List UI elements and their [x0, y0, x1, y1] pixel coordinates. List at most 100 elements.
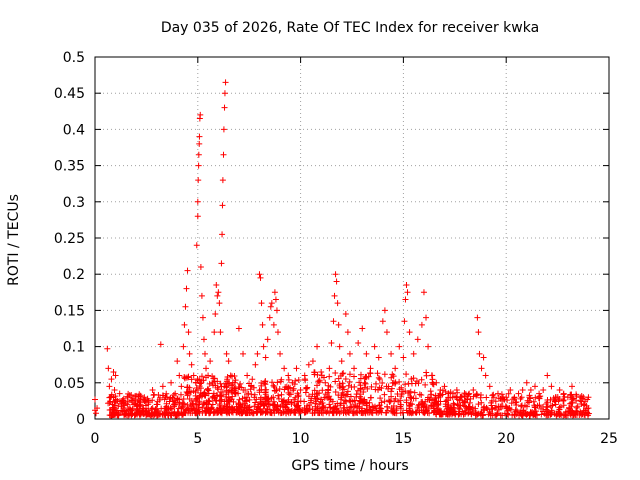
data-point: [381, 391, 388, 398]
data-point: [501, 410, 508, 417]
data-point: [437, 387, 444, 394]
data-point: [478, 365, 485, 372]
data-point: [318, 368, 325, 375]
data-point: [407, 388, 414, 395]
data-point: [371, 343, 378, 350]
data-point: [206, 380, 213, 387]
data-point: [511, 394, 518, 401]
data-point: [560, 397, 567, 404]
data-point: [423, 407, 430, 414]
data-point: [437, 392, 444, 399]
data-point: [410, 350, 417, 357]
data-point: [495, 406, 502, 413]
data-point: [485, 411, 492, 418]
data-point: [285, 372, 292, 379]
data-point: [107, 394, 114, 401]
data-point: [251, 391, 258, 398]
data-point: [194, 198, 201, 205]
data-point: [443, 408, 450, 415]
data-point: [316, 401, 323, 408]
data-point: [159, 383, 166, 390]
data-point: [400, 354, 407, 361]
data-point: [107, 412, 114, 419]
data-point: [336, 343, 343, 350]
data-point: [264, 398, 271, 405]
data-point: [341, 404, 348, 411]
data-point: [163, 400, 170, 407]
data-point: [197, 380, 204, 387]
y-tick-label: 0: [76, 412, 85, 428]
data-point: [582, 407, 589, 414]
data-point: [196, 133, 203, 140]
data-point: [262, 354, 269, 361]
data-point: [443, 397, 450, 404]
data-point: [217, 329, 224, 336]
data-point: [504, 397, 511, 404]
data-point: [243, 405, 250, 412]
data-point: [324, 408, 331, 415]
data-point: [312, 400, 319, 407]
data-point: [499, 397, 506, 404]
data-point: [466, 399, 473, 406]
data-point: [292, 406, 299, 413]
data-point: [199, 314, 206, 321]
data-point: [175, 405, 182, 412]
data-point: [370, 404, 377, 411]
data-point: [111, 387, 118, 394]
data-point: [336, 410, 343, 417]
data-point: [328, 339, 335, 346]
data-point: [286, 391, 293, 398]
data-point: [356, 379, 363, 386]
data-point: [466, 390, 473, 397]
data-point: [557, 403, 564, 410]
data-point: [398, 393, 405, 400]
data-point: [480, 354, 487, 361]
data-point: [375, 374, 382, 381]
data-point: [142, 396, 149, 403]
data-point: [498, 391, 505, 398]
y-tick-label: 0.2: [63, 267, 85, 283]
data-point: [133, 392, 140, 399]
data-point: [497, 412, 504, 419]
data-point: [505, 390, 512, 397]
data-point: [124, 394, 131, 401]
data-point: [161, 411, 168, 418]
data-point: [217, 393, 224, 400]
data-point: [109, 401, 116, 408]
data-point: [186, 395, 193, 402]
data-point: [334, 300, 341, 307]
data-point: [183, 374, 190, 381]
data-point: [129, 397, 136, 404]
data-point: [472, 412, 479, 419]
data-point: [425, 394, 432, 401]
data-point: [551, 398, 558, 405]
data-point: [511, 411, 518, 418]
data-point: [577, 394, 584, 401]
data-point: [195, 162, 202, 169]
data-point: [219, 202, 226, 209]
data-point: [565, 404, 572, 411]
data-point: [418, 321, 425, 328]
data-point: [294, 402, 301, 409]
data-point: [258, 400, 265, 407]
data-point: [159, 392, 166, 399]
data-point: [309, 410, 316, 417]
data-point: [530, 398, 537, 405]
data-point: [526, 392, 533, 399]
data-point: [346, 378, 353, 385]
data-point: [285, 396, 292, 403]
data-point: [344, 388, 351, 395]
data-point: [288, 400, 295, 407]
data-point: [213, 282, 220, 289]
data-point: [312, 395, 319, 402]
data-point: [270, 382, 277, 389]
data-point: [451, 408, 458, 415]
data-point: [326, 401, 333, 408]
data-point: [553, 411, 560, 418]
data-point: [351, 373, 358, 380]
data-point: [226, 387, 233, 394]
data-point: [401, 318, 408, 325]
data-point: [149, 387, 156, 394]
data-point: [342, 375, 349, 382]
data-point: [388, 374, 395, 381]
